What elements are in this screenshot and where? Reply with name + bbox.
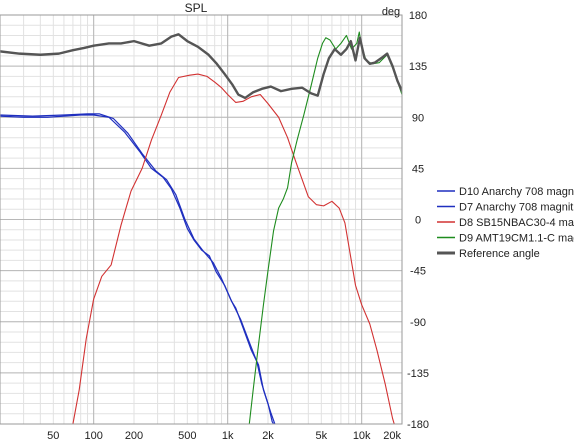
legend: D10 Anarchy 708 magn D7 Anarchy 708 magni… — [437, 186, 574, 260]
y-tick-label: 45 — [412, 163, 424, 175]
x-tick-label: 50 — [47, 430, 59, 442]
y-tick-label: 90 — [412, 112, 424, 124]
legend-label: D10 Anarchy 708 magn — [459, 186, 574, 198]
y-tick-label: -45 — [410, 266, 426, 278]
x-tick-label: 100 — [85, 430, 103, 442]
x-tick-label: 200 — [125, 430, 143, 442]
y-tick-label: -180 — [407, 419, 429, 431]
series-line-2 — [0, 113, 275, 424]
series-line-1 — [0, 114, 276, 424]
legend-label: Reference angle — [459, 248, 540, 260]
y-tick-label: -135 — [407, 368, 429, 380]
x-tick-label: 5k — [315, 430, 327, 442]
y-tick-label: 135 — [409, 61, 427, 73]
y-tick-label: 0 — [415, 215, 421, 227]
major-grid — [0, 14, 402, 425]
x-tick-labels: 50 100 200 500 1k 2k 5k 10k 20k — [47, 430, 401, 442]
y-tick-labels: -180 -135 -90 -45 0 45 90 135 180 — [407, 10, 429, 431]
plot-border — [0, 14, 403, 425]
chart-title: SPL — [185, 1, 208, 15]
series-line-5 — [0, 33, 402, 100]
y-tick-label: 180 — [409, 10, 427, 22]
legend-label: D8 SB15NBAC30-4 mag — [459, 217, 574, 229]
x-tick-label: 2k — [262, 430, 274, 442]
x-tick-label: 20k — [383, 430, 401, 442]
series-layer — [0, 31, 402, 424]
y-axis-label-right: deg — [382, 6, 400, 18]
legend-label: D7 Anarchy 708 magnit — [459, 202, 573, 214]
x-tick-label: 1k — [222, 430, 234, 442]
y-tick-label: -90 — [410, 317, 426, 329]
x-tick-label: 500 — [178, 430, 196, 442]
series-line-3 — [72, 73, 395, 424]
x-tick-label: 10k — [353, 430, 371, 442]
legend-label: D9 AMT19CM1.1-C mag — [459, 233, 574, 245]
